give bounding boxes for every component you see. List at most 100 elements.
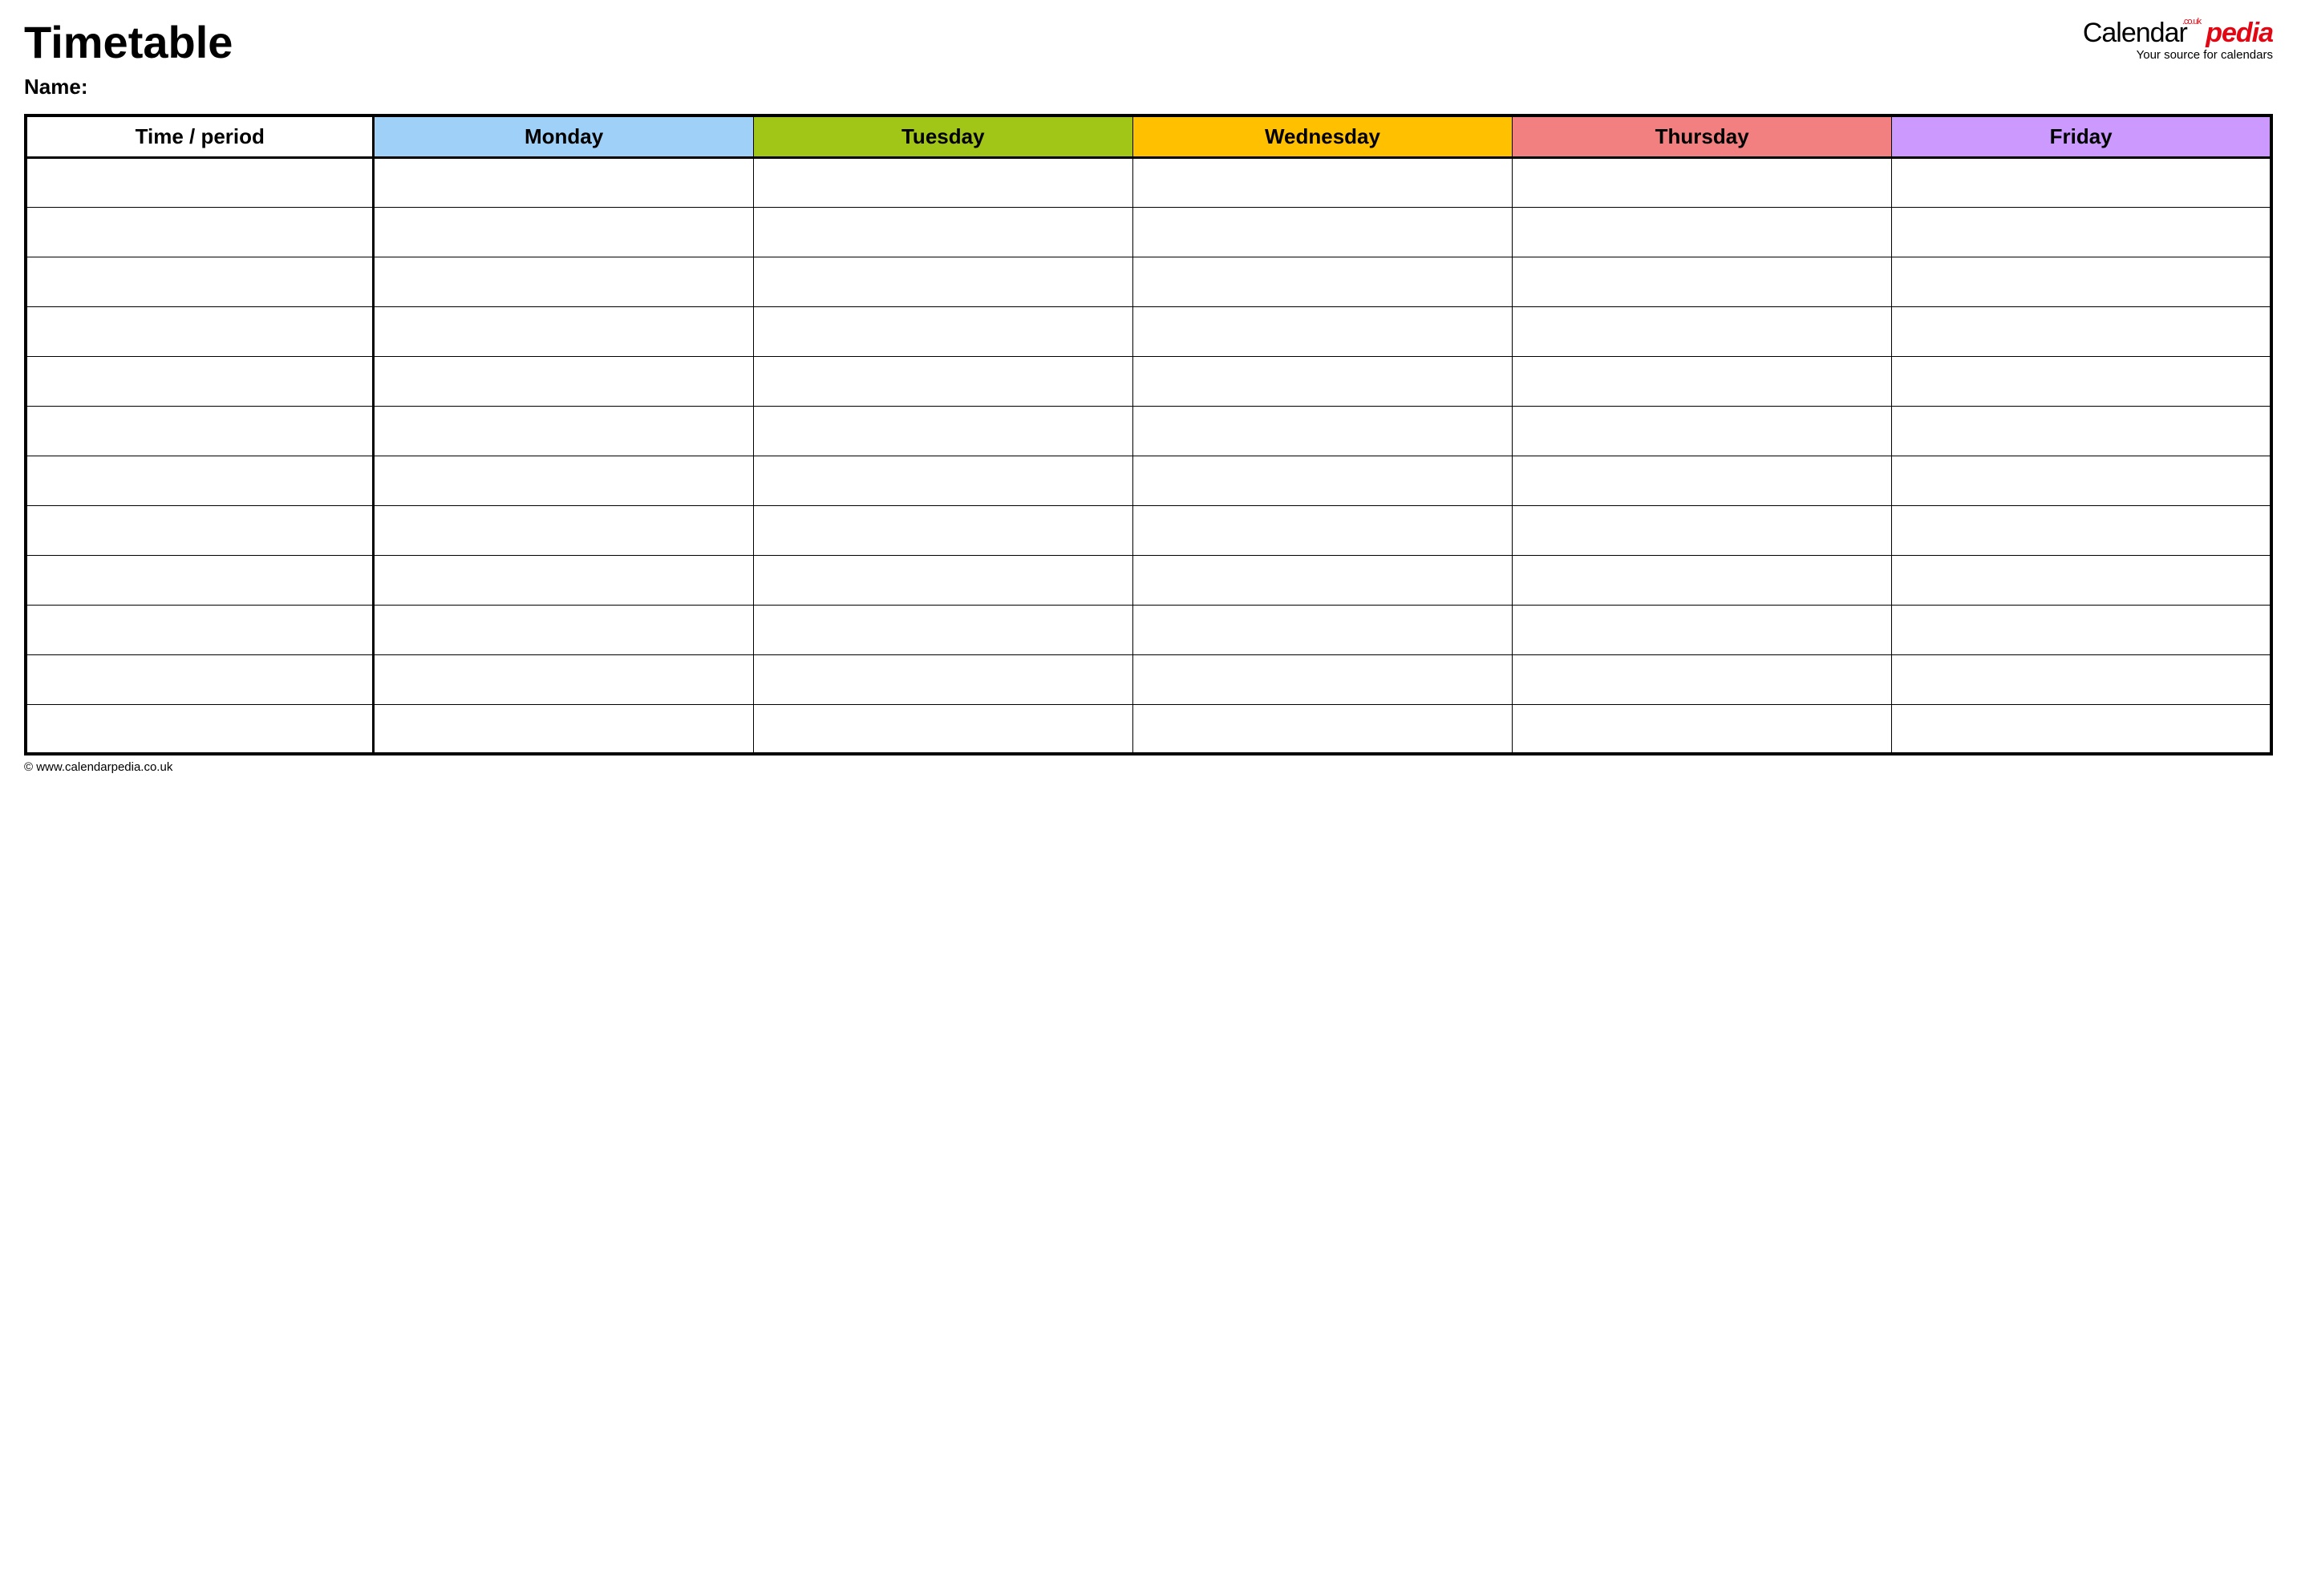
- table-row: [26, 505, 2271, 555]
- cell-period: [26, 356, 374, 406]
- col-header-period: Time / period: [26, 115, 374, 157]
- cell-day: [1513, 406, 1892, 456]
- cell-day: [374, 654, 753, 704]
- cell-day: [1892, 654, 2271, 704]
- cell-period: [26, 157, 374, 207]
- cell-day: [1132, 654, 1512, 704]
- cell-day: [1513, 555, 1892, 605]
- cell-day: [1892, 456, 2271, 505]
- table-row: [26, 257, 2271, 306]
- cell-day: [753, 704, 1132, 754]
- cell-day: [374, 207, 753, 257]
- cell-day: [1132, 306, 1512, 356]
- cell-day: [1132, 555, 1512, 605]
- cell-day: [374, 605, 753, 654]
- table-row: [26, 306, 2271, 356]
- table-row: [26, 605, 2271, 654]
- col-header-tuesday: Tuesday: [753, 115, 1132, 157]
- cell-day: [374, 306, 753, 356]
- col-header-monday: Monday: [374, 115, 753, 157]
- table-row: [26, 654, 2271, 704]
- cell-period: [26, 257, 374, 306]
- cell-day: [753, 406, 1132, 456]
- cell-day: [1513, 704, 1892, 754]
- cell-period: [26, 207, 374, 257]
- table-row: [26, 406, 2271, 456]
- table-row: [26, 456, 2271, 505]
- cell-day: [1132, 207, 1512, 257]
- cell-day: [753, 605, 1132, 654]
- table-row: [26, 207, 2271, 257]
- cell-day: [1892, 555, 2271, 605]
- cell-day: [1892, 505, 2271, 555]
- logo: Calendar.co.uk pedia Your source for cale…: [2083, 16, 2273, 62]
- cell-day: [374, 505, 753, 555]
- cell-day: [1513, 157, 1892, 207]
- table-row: [26, 555, 2271, 605]
- cell-day: [1892, 157, 2271, 207]
- cell-period: [26, 704, 374, 754]
- cell-day: [374, 555, 753, 605]
- cell-day: [1892, 605, 2271, 654]
- cell-day: [374, 704, 753, 754]
- cell-day: [753, 306, 1132, 356]
- cell-day: [753, 257, 1132, 306]
- cell-day: [1513, 356, 1892, 406]
- logo-main: Calendar.co.uk pedia: [2083, 19, 2273, 47]
- cell-day: [753, 207, 1132, 257]
- cell-period: [26, 654, 374, 704]
- cell-day: [1513, 207, 1892, 257]
- cell-day: [1132, 456, 1512, 505]
- cell-period: [26, 406, 374, 456]
- col-header-wednesday: Wednesday: [1132, 115, 1512, 157]
- cell-day: [1132, 356, 1512, 406]
- cell-period: [26, 555, 374, 605]
- cell-period: [26, 505, 374, 555]
- table-row: [26, 356, 2271, 406]
- name-label: Name:: [24, 75, 2273, 99]
- cell-day: [1513, 456, 1892, 505]
- page-title: Timetable: [24, 16, 233, 68]
- logo-tagline: Your source for calendars: [2083, 48, 2273, 62]
- cell-day: [374, 157, 753, 207]
- cell-day: [1892, 356, 2271, 406]
- cell-day: [1513, 257, 1892, 306]
- cell-day: [1132, 704, 1512, 754]
- cell-day: [1513, 605, 1892, 654]
- col-header-friday: Friday: [1892, 115, 2271, 157]
- cell-day: [1132, 605, 1512, 654]
- cell-day: [1892, 306, 2271, 356]
- cell-day: [1132, 505, 1512, 555]
- logo-couk: .co.uk: [2182, 17, 2201, 26]
- col-header-thursday: Thursday: [1513, 115, 1892, 157]
- cell-day: [1892, 207, 2271, 257]
- cell-period: [26, 306, 374, 356]
- cell-day: [1132, 157, 1512, 207]
- cell-day: [1513, 306, 1892, 356]
- cell-day: [374, 456, 753, 505]
- cell-day: [1132, 257, 1512, 306]
- cell-day: [753, 456, 1132, 505]
- cell-day: [1892, 704, 2271, 754]
- timetable: Time / periodMondayTuesdayWednesdayThurs…: [24, 114, 2273, 755]
- cell-period: [26, 456, 374, 505]
- cell-day: [753, 555, 1132, 605]
- cell-day: [374, 356, 753, 406]
- cell-day: [1892, 257, 2271, 306]
- cell-day: [374, 406, 753, 456]
- cell-period: [26, 605, 374, 654]
- logo-part1: Calendar: [2083, 18, 2187, 48]
- cell-day: [1513, 505, 1892, 555]
- cell-day: [753, 505, 1132, 555]
- table-row: [26, 704, 2271, 754]
- table-row: [26, 157, 2271, 207]
- footer-copyright: © www.calendarpedia.co.uk: [24, 760, 2273, 774]
- cell-day: [1513, 654, 1892, 704]
- cell-day: [753, 654, 1132, 704]
- logo-part2: pedia: [2206, 18, 2273, 48]
- cell-day: [1132, 406, 1512, 456]
- cell-day: [374, 257, 753, 306]
- cell-day: [1892, 406, 2271, 456]
- cell-day: [753, 157, 1132, 207]
- cell-day: [753, 356, 1132, 406]
